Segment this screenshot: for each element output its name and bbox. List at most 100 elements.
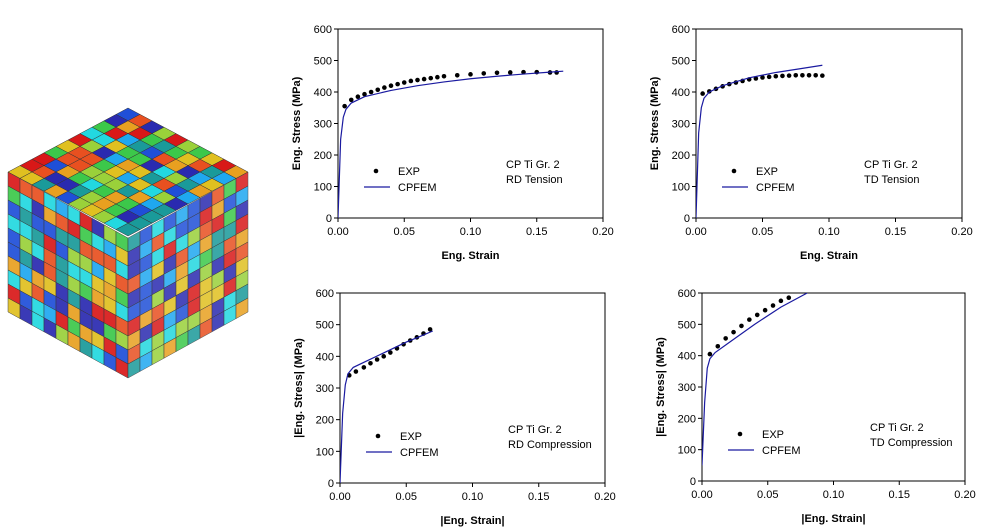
y-tick-label: 100 — [678, 445, 696, 457]
data-point — [820, 73, 825, 78]
legend-marker — [375, 433, 381, 439]
data-point — [381, 354, 387, 359]
y-tick-label: 600 — [316, 288, 334, 300]
data-point — [427, 327, 433, 332]
y-tick-label: 200 — [672, 150, 690, 162]
y-tick-label: 200 — [678, 413, 696, 425]
x-tick-label: 0.15 — [526, 226, 547, 238]
annotation: CP Ti Gr. 2 — [508, 424, 562, 436]
data-point — [766, 74, 772, 80]
data-point — [362, 91, 367, 97]
y-tick-label: 400 — [314, 87, 332, 99]
legend-label: CPFEM — [398, 182, 437, 194]
y-tick-label: 300 — [314, 119, 332, 131]
data-point — [355, 94, 361, 100]
x-axis-title: |Eng. Strain| — [801, 513, 865, 525]
legend-label: EXP — [398, 166, 420, 178]
y-tick-label: 600 — [314, 24, 332, 36]
data-point — [375, 87, 381, 93]
data-point — [374, 357, 380, 362]
plot-area — [340, 327, 433, 483]
y-tick-label: 0 — [690, 476, 696, 488]
y-tick-label: 400 — [672, 87, 690, 99]
data-line — [702, 293, 808, 466]
x-tick-label: 0.10 — [462, 491, 483, 503]
data-point — [813, 73, 818, 78]
legend-label: CPFEM — [756, 182, 795, 194]
legend-marker — [737, 431, 743, 437]
data-point — [348, 97, 354, 103]
data-line — [696, 64, 823, 218]
y-axis-title: |Eng. Stress| (MPa) — [293, 338, 305, 438]
y-tick-label: 0 — [326, 213, 332, 225]
y-tick-label: 600 — [678, 288, 696, 300]
data-point — [747, 317, 752, 322]
data-point — [715, 343, 721, 349]
data-point — [786, 73, 792, 78]
data-point — [754, 312, 760, 318]
legend-label: EXP — [762, 429, 784, 441]
data-point — [700, 91, 705, 96]
y-tick-label: 600 — [672, 24, 690, 36]
data-point — [793, 73, 799, 78]
x-tick-label: 0.20 — [954, 489, 975, 501]
y-tick-label: 300 — [672, 119, 690, 131]
legend-label: CPFEM — [762, 445, 801, 457]
annotation: TD Tension — [864, 174, 919, 186]
legend-label: CPFEM — [400, 447, 439, 459]
data-point — [507, 70, 513, 75]
legend-marker — [373, 168, 379, 174]
x-tick-label: 0.15 — [885, 226, 906, 238]
annotation: TD Compression — [870, 437, 953, 449]
plot-area — [338, 69, 564, 218]
x-tick-label: 0.10 — [460, 226, 481, 238]
data-point — [421, 76, 427, 82]
x-axis-title: Eng. Strain — [800, 250, 858, 262]
y-tick-label: 0 — [684, 213, 690, 225]
data-point — [762, 307, 768, 313]
data-point — [408, 78, 414, 84]
data-point — [395, 81, 400, 87]
data-point — [361, 365, 367, 370]
x-tick-label: 0.20 — [592, 226, 613, 238]
x-axis-title: Eng. Strain — [441, 250, 499, 262]
data-point — [415, 77, 420, 83]
cube-illustration — [7, 107, 249, 379]
data-point — [441, 73, 447, 79]
plot-frame — [695, 28, 963, 219]
data-point — [494, 70, 500, 76]
y-axis-title: |Eng. Stress| (MPa) — [655, 337, 667, 437]
data-point — [353, 369, 359, 374]
x-tick-label: 0.00 — [691, 489, 712, 501]
cube-cell — [235, 297, 249, 320]
x-tick-label: 0.15 — [889, 489, 910, 501]
annotation: CP Ti Gr. 2 — [864, 159, 918, 171]
data-point — [388, 350, 393, 355]
y-axis-title: Eng. Stress (MPa) — [649, 76, 661, 170]
chart: 0 100 200 300 400 500 600 0.00 0.05 0.10 0.15 0.20 |… — [655, 288, 976, 525]
data-point — [521, 69, 526, 75]
annotation: RD Tension — [506, 174, 563, 186]
legend-marker — [731, 168, 737, 174]
x-tick-label: 0.10 — [818, 226, 839, 238]
data-line — [338, 70, 564, 218]
x-tick-label: 0.05 — [396, 491, 417, 503]
annotation: RD Compression — [508, 439, 592, 451]
y-tick-label: 300 — [316, 383, 334, 395]
data-point — [554, 70, 559, 75]
y-tick-label: 100 — [672, 182, 690, 194]
x-tick-label: 0.10 — [823, 489, 844, 501]
plot-frame — [339, 292, 606, 484]
data-point — [731, 329, 736, 335]
plot-area — [696, 64, 825, 218]
y-tick-label: 500 — [672, 56, 690, 68]
y-tick-label: 400 — [678, 351, 696, 363]
data-point — [780, 73, 785, 79]
data-point — [786, 295, 792, 301]
y-tick-label: 100 — [314, 182, 332, 194]
chart: 0 100 200 300 400 500 600 0.00 0.05 0.10 0.15 0.20 E… — [649, 24, 973, 262]
data-point — [800, 73, 805, 78]
x-axis-title: |Eng. Strain| — [440, 515, 504, 527]
data-point — [770, 303, 776, 308]
